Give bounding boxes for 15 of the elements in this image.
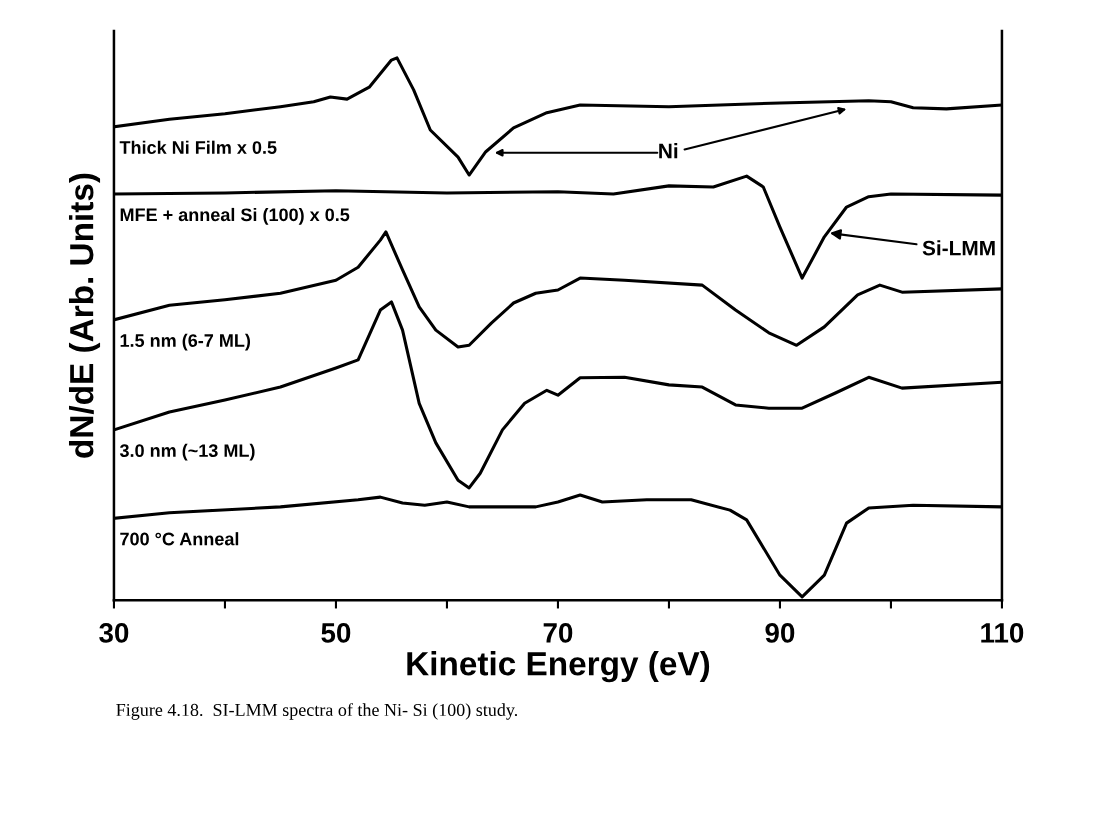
x-tick-label: 110 bbox=[981, 623, 1024, 643]
caption: Figure 4.18. SI-LMM spectra of the Ni- Si (100) study. bbox=[116, 703, 518, 720]
x-tick-label: 50 bbox=[321, 623, 351, 643]
series-label: 1.5 nm (6-7 ML) bbox=[120, 333, 251, 351]
series-label: Thick Ni Film x 0.5 bbox=[119, 140, 277, 154]
series-label: 3.0 nm (~13 ML) bbox=[119, 443, 255, 461]
annotation: Si-LMM bbox=[922, 240, 995, 256]
y-axis-title: dN/dE (Arb. Units) bbox=[68, 173, 101, 458]
x-tick-label: 70 bbox=[543, 623, 573, 643]
x-axis-title: Kinetic Energy (eV) bbox=[407, 651, 710, 683]
series-label: 700 °C Anneal bbox=[120, 532, 239, 546]
x-tick-label: 30 bbox=[99, 623, 129, 643]
x-tick-label: 90 bbox=[765, 623, 795, 643]
series-label: MFE + anneal Si (100) x 0.5 bbox=[120, 207, 350, 225]
annotation: Ni bbox=[659, 143, 678, 159]
